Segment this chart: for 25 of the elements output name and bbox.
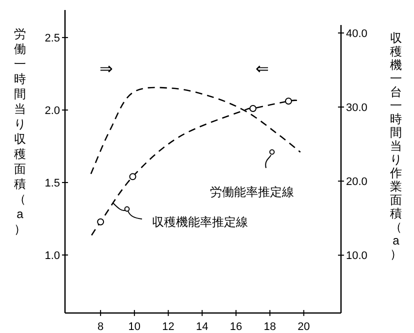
- x-tick-label: 20: [298, 321, 310, 333]
- annotation: 労働能率推定線: [210, 185, 294, 199]
- annotation: ⇐: [256, 61, 268, 78]
- text: 労働一時間当り収穫面積（a）: [14, 27, 26, 236]
- y-tick-label: 2.5: [44, 32, 60, 45]
- x-tick-label: 14: [196, 321, 208, 333]
- y-tick-label: 1.0: [44, 250, 60, 262]
- point: [249, 105, 256, 112]
- text: 収穫機一台一時間当り作業面積（a）: [390, 31, 402, 261]
- point: [129, 173, 136, 180]
- y2-tick-label: 30.0: [346, 102, 368, 114]
- annotation: ⇒: [100, 61, 112, 78]
- point: [285, 98, 292, 105]
- y2-tick-label: 10.0: [346, 250, 368, 262]
- point: [97, 218, 104, 226]
- annotation: 収穫機能率推定線: [152, 215, 248, 229]
- x-tick-label: 12: [162, 321, 174, 333]
- x-tick-label: 8: [97, 321, 104, 333]
- y-tick-label: 1.5: [44, 178, 60, 190]
- y2-tick-label: 40.0: [346, 28, 368, 40]
- x-tick-label: 10: [128, 321, 141, 333]
- x-tick-label: 16: [230, 321, 242, 333]
- x-tick-label: 18: [264, 321, 276, 333]
- y2-tick-label: 20.0: [346, 176, 368, 188]
- y-tick-label: 2.0: [44, 105, 60, 118]
